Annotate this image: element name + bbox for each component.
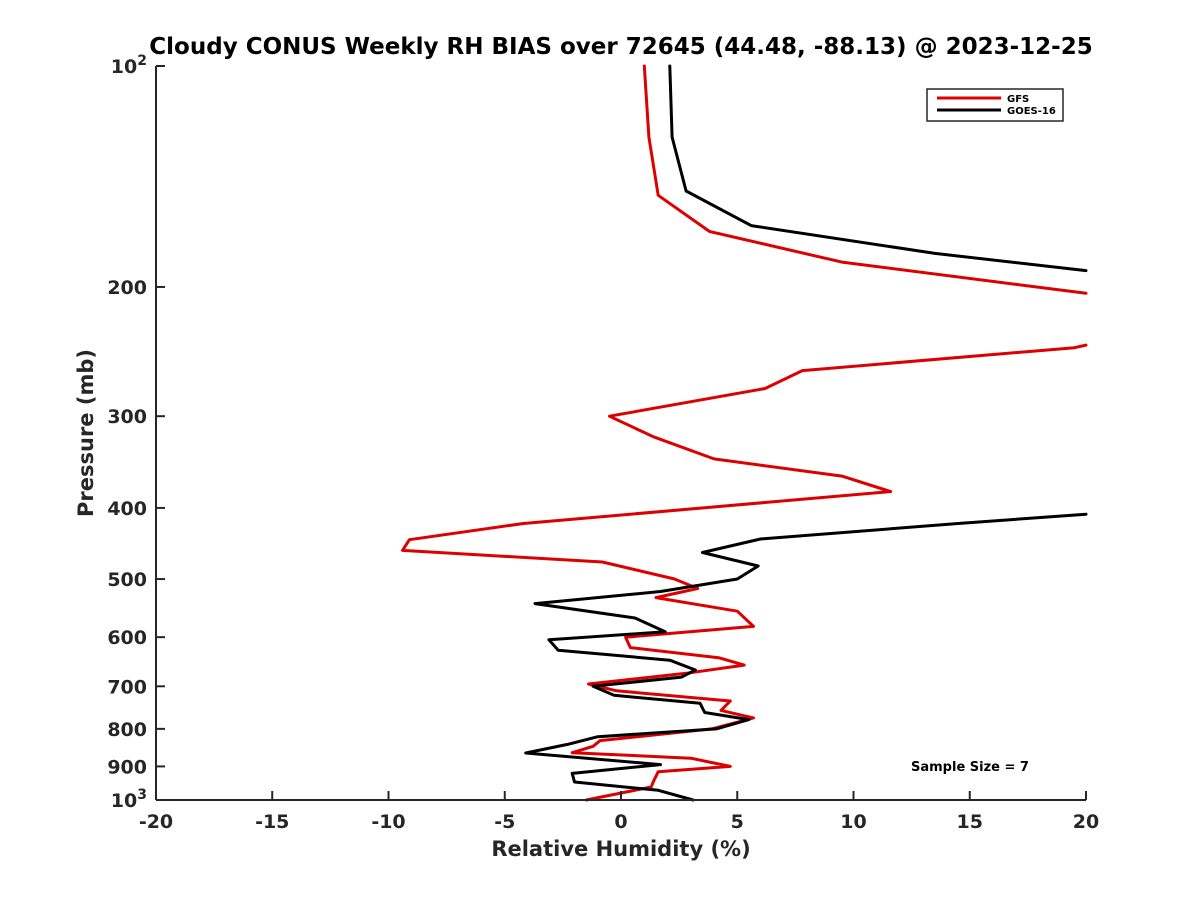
y-tick-label: 400 bbox=[107, 498, 147, 520]
legend-label-gfs: GFS bbox=[1007, 94, 1029, 105]
y-axis-ticks: 102 200 300 400 500 600 700 800 900 103 bbox=[107, 53, 165, 812]
x-tick-label: 20 bbox=[1073, 811, 1099, 833]
series-line-gfs bbox=[642, 64, 1088, 295]
plot-area bbox=[156, 66, 1086, 800]
sample-size-annotation: Sample Size = 7 bbox=[911, 760, 1029, 775]
x-tick-label: -10 bbox=[371, 811, 405, 833]
series-line-gfs bbox=[401, 343, 1088, 802]
y-tick-label: 700 bbox=[107, 676, 147, 698]
chart-title: Cloudy CONUS Weekly RH BIAS over 72645 (… bbox=[149, 34, 1092, 60]
x-axis-ticks: -20 -15 -10 -5 0 5 10 15 20 bbox=[139, 791, 1099, 833]
x-tick-label: 0 bbox=[614, 811, 627, 833]
legend-box bbox=[926, 88, 1064, 122]
y-tick-label: 500 bbox=[107, 569, 147, 591]
x-tick-label: -5 bbox=[494, 811, 515, 833]
legend-label-goes16: GOES-16 bbox=[1007, 106, 1056, 117]
x-tick-label: 15 bbox=[957, 811, 983, 833]
series-line-goes16 bbox=[524, 512, 1088, 802]
legend: GFS GOES-16 bbox=[926, 88, 1064, 122]
y-tick-label: 102 bbox=[111, 53, 147, 78]
y-tick-label: 600 bbox=[107, 627, 147, 649]
y-tick-label: 900 bbox=[107, 756, 147, 778]
x-tick-label: 5 bbox=[731, 811, 744, 833]
y-tick-label: 800 bbox=[107, 719, 147, 741]
y-tick-label: 103 bbox=[111, 787, 147, 812]
x-tick-label: 10 bbox=[840, 811, 866, 833]
x-tick-label: -20 bbox=[139, 811, 173, 833]
y-tick-label: 200 bbox=[107, 277, 147, 299]
x-axis-title: Relative Humidity (%) bbox=[491, 837, 750, 861]
series-line-goes16 bbox=[668, 64, 1088, 273]
y-tick-label: 300 bbox=[107, 406, 147, 428]
series-layer bbox=[401, 64, 1088, 802]
y-axis-title: Pressure (mb) bbox=[74, 349, 98, 517]
x-tick-label: -15 bbox=[255, 811, 289, 833]
